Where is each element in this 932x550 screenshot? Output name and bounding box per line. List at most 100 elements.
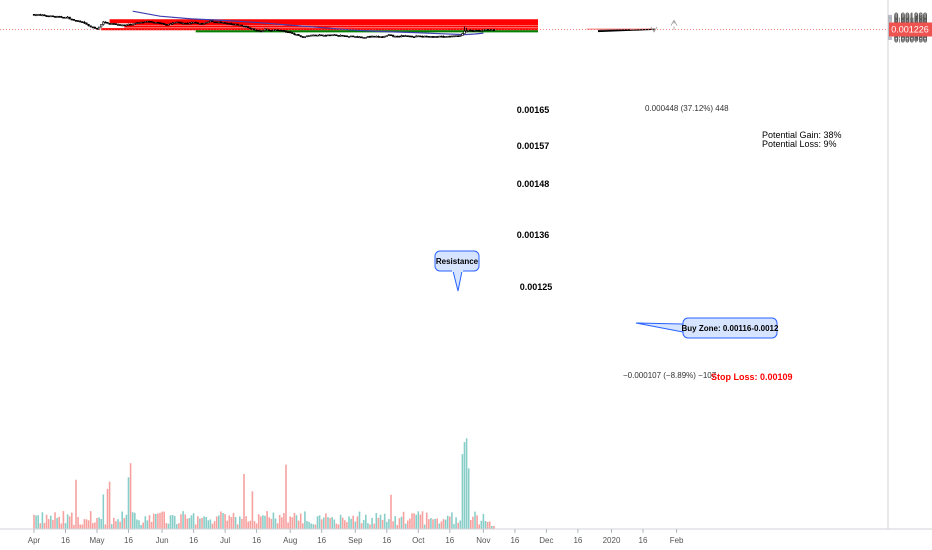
x-tick-label: Nov	[476, 536, 490, 545]
volume-bar	[337, 524, 340, 529]
volume-bar	[272, 512, 275, 529]
candle-body	[39, 14, 42, 16]
volume-bar	[134, 512, 136, 529]
candle-body	[140, 21, 143, 24]
candle-body	[242, 25, 246, 28]
y-axis[interactable]: 0.0019000.0018500.0018000.0017500.001700…	[887, 0, 928, 529]
x-tick-label: 16	[382, 536, 391, 545]
volume-bar	[234, 517, 237, 529]
y-tick-label: 0.000900	[894, 32, 928, 41]
candle-body	[249, 27, 252, 30]
volume-bar	[41, 512, 44, 529]
volume-bar	[232, 512, 235, 529]
candle-body	[433, 36, 437, 38]
current-price-badge: 0.001226	[889, 22, 932, 37]
volume-bar	[37, 515, 39, 529]
candle-body	[144, 21, 147, 23]
x-tick-label: 16	[445, 536, 454, 545]
volume-bar	[190, 515, 193, 529]
candle-body	[274, 29, 277, 31]
volume-bar	[425, 512, 428, 529]
candle-body	[104, 21, 107, 24]
volume-bar	[367, 523, 369, 529]
volume-bar	[413, 513, 415, 529]
candle-body	[200, 23, 204, 25]
candle-body	[72, 19, 75, 21]
candle-body	[410, 35, 414, 38]
candle-body	[93, 27, 96, 29]
candle-body	[282, 30, 286, 32]
x-tick-label: Sep	[348, 536, 363, 545]
buy-zone-callout[interactable]: Buy Zone: 0.00116-0.0012	[635, 317, 779, 339]
candle-body	[198, 23, 202, 25]
candle-body	[205, 21, 208, 24]
volume-bar	[304, 511, 306, 529]
candle-body	[419, 35, 422, 38]
candle-body	[299, 35, 302, 37]
candle-body	[310, 34, 313, 37]
volume-bar	[96, 517, 98, 529]
candle-body	[102, 21, 105, 25]
candle-body	[293, 33, 296, 35]
volume-bar	[85, 519, 88, 529]
volume-bar	[75, 479, 77, 529]
candle-body	[295, 34, 298, 36]
volume-bar	[297, 520, 300, 529]
x-tick-label: Oct	[412, 536, 425, 545]
candle-body	[370, 35, 374, 38]
candle-body	[142, 21, 145, 24]
volume-bar	[81, 524, 84, 529]
volume-bar	[472, 516, 474, 529]
candle-body	[364, 36, 367, 39]
candle-body	[345, 35, 349, 38]
candle-body	[326, 34, 330, 37]
candle-body	[465, 30, 468, 33]
candle-body	[284, 30, 288, 33]
potential-loss-label: Potential Loss: 9%	[762, 139, 837, 149]
volume-bar	[453, 524, 455, 529]
x-tick-label: 16	[573, 536, 582, 545]
candle-body	[360, 36, 363, 39]
upper-trendline[interactable]	[597, 29, 631, 31]
candle-body	[85, 22, 88, 25]
candle-body	[131, 23, 134, 26]
volume-bar	[218, 515, 220, 529]
volume-bar	[94, 522, 96, 529]
candle-body	[230, 23, 233, 25]
candle-body	[232, 23, 235, 26]
candle-body	[184, 22, 187, 25]
candle-body	[417, 35, 420, 38]
x-axis[interactable]: Apr 16 May 16 Jun 16 Jul 16 Aug 16 Sep 16 Oct 16 Nov 16…	[0, 528, 932, 545]
volume-bar	[295, 515, 298, 529]
candle-body	[324, 34, 328, 37]
candle-body	[226, 22, 229, 25]
volume-bar	[106, 488, 109, 529]
y-tick-label: 0.001800	[894, 13, 928, 22]
volume-bar	[285, 464, 287, 529]
volume-bar	[493, 525, 495, 529]
candle-body	[209, 20, 212, 23]
volume-bar	[129, 463, 132, 529]
candle-body	[314, 34, 317, 37]
candle-body	[490, 29, 493, 32]
volume-bar	[222, 513, 224, 529]
x-tick-label: 16	[510, 536, 519, 545]
candle-body	[68, 16, 71, 20]
candle-body	[173, 21, 176, 24]
volume-bar	[262, 515, 264, 529]
candle-body	[55, 16, 59, 18]
candle-body	[169, 23, 172, 25]
candle-body	[316, 34, 319, 37]
candle-body	[398, 35, 401, 38]
volume-bar	[68, 516, 71, 529]
volume-bar	[306, 521, 308, 529]
volume-bar	[115, 521, 117, 529]
candle-body	[457, 35, 460, 38]
candle-body	[301, 36, 304, 38]
volume-bar	[314, 524, 317, 529]
volume-bar	[150, 521, 153, 529]
candle-body	[331, 34, 334, 37]
volume-bar	[79, 524, 81, 529]
resistance-callout[interactable]: Resistance	[434, 250, 480, 292]
